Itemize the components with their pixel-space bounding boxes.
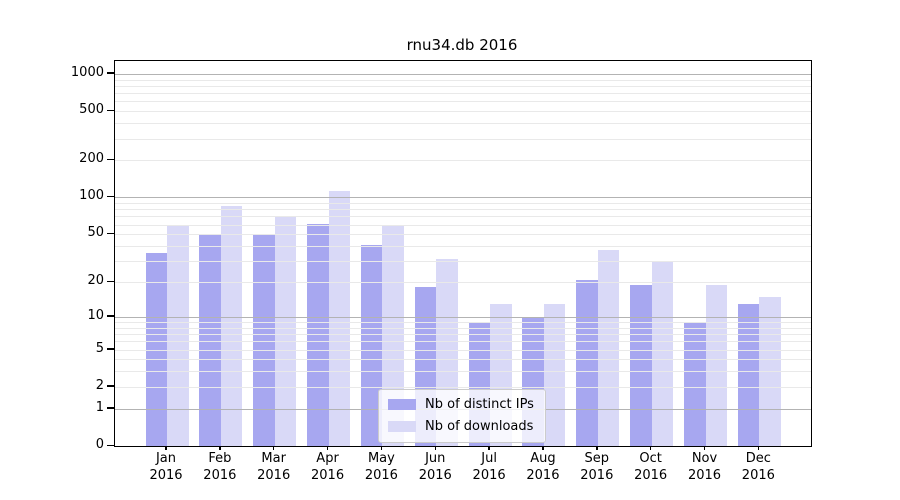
minor-gridline: [115, 371, 811, 373]
bar-downloads-sep: [597, 250, 620, 446]
minor-gridline: [115, 111, 811, 113]
minor-gridline: [115, 101, 811, 103]
bar-downloads-aug: [543, 303, 566, 446]
bar-downloads-oct: [651, 261, 674, 446]
y-tick-label-50: 50: [87, 225, 104, 241]
minor-gridline: [115, 341, 811, 343]
bar-downloads-apr: [328, 190, 351, 446]
minor-gridline: [115, 203, 811, 205]
y-tick-mark: [107, 72, 114, 74]
x-tick-label-jun: Jun 2016: [418, 451, 452, 483]
y-tick-label-0: 0: [95, 437, 104, 452]
plot-area: Nb of distinct IPs Nb of downloads: [114, 60, 812, 447]
y-tick-mark: [107, 348, 114, 350]
x-tick-mark: [434, 445, 436, 450]
y-tick-mark: [107, 195, 114, 198]
legend-label-distinct-ips: Nb of distinct IPs: [425, 397, 534, 412]
x-tick-label-mar: Mar 2016: [257, 451, 291, 483]
y-tick-label-2: 2: [95, 377, 104, 393]
y-tick-label-20: 20: [87, 273, 104, 289]
minor-gridline: [115, 216, 811, 218]
major-gridline: [115, 73, 811, 75]
bar-distinct-ips-nov: [684, 322, 706, 446]
x-tick-mark: [757, 445, 760, 450]
x-tick-label-aug: Aug 2016: [526, 451, 560, 483]
y-tick-label-1: 1: [95, 399, 104, 415]
bar-distinct-ips-oct: [630, 284, 652, 446]
bar-downloads-feb: [220, 206, 243, 446]
y-tick-mark: [107, 109, 114, 112]
minor-gridline: [115, 123, 811, 125]
y-tick-label-10: 10: [87, 307, 104, 323]
minor-gridline: [115, 349, 811, 351]
x-tick-mark: [219, 445, 221, 450]
legend: Nb of distinct IPs Nb of downloads: [378, 389, 546, 443]
legend-entry-distinct-ips: Nb of distinct IPs: [388, 397, 534, 412]
x-tick-mark: [596, 445, 598, 450]
chart-title: rnu34.db 2016: [406, 36, 518, 54]
minor-gridline: [115, 246, 811, 247]
bar-downloads-mar: [274, 215, 297, 446]
major-gridline: [115, 316, 811, 318]
x-tick-label-feb: Feb 2016: [203, 451, 237, 483]
y-tick-label-500: 500: [79, 102, 104, 118]
y-tick-mark: [107, 385, 114, 387]
legend-entry-downloads: Nb of downloads: [388, 419, 534, 434]
x-tick-label-apr: Apr 2016: [311, 451, 345, 483]
bar-distinct-ips-may: [360, 244, 383, 446]
y-tick-label-200: 200: [79, 151, 104, 167]
minor-gridline: [115, 282, 811, 284]
minor-gridline: [115, 322, 811, 323]
legend-swatch-distinct-ips: [388, 399, 416, 410]
minor-gridline: [115, 224, 811, 226]
x-tick-label-oct: Oct 2016: [634, 451, 668, 483]
minor-gridline: [115, 85, 811, 87]
y-tick-mark: [107, 280, 114, 283]
x-tick-label-jan: Jan 2016: [149, 451, 183, 483]
legend-label-downloads: Nb of downloads: [425, 419, 534, 434]
y-tick-mark: [107, 158, 114, 161]
major-gridline: [115, 197, 811, 199]
legend-swatch-downloads: [388, 421, 416, 432]
x-tick-mark: [165, 445, 167, 450]
minor-gridline: [115, 209, 811, 211]
bar-downloads-nov: [705, 284, 727, 446]
minor-gridline: [115, 334, 811, 336]
minor-gridline: [115, 138, 811, 140]
bar-distinct-ips-mar: [253, 234, 275, 446]
minor-gridline: [115, 386, 811, 388]
minor-gridline: [115, 79, 811, 81]
x-tick-mark: [703, 445, 706, 450]
y-tick-label-100: 100: [79, 188, 104, 204]
y-tick-mark: [107, 444, 114, 446]
bar-downloads-dec: [759, 296, 781, 446]
x-tick-mark: [272, 445, 275, 450]
x-tick-label-nov: Nov 2016: [687, 451, 722, 483]
bar-downloads-jan: [167, 224, 189, 446]
x-tick-label-sep: Sep 2016: [580, 451, 614, 483]
y-tick-mark: [107, 315, 114, 317]
y-tick-label-5: 5: [95, 340, 104, 356]
bar-distinct-ips-dec: [737, 303, 760, 446]
minor-gridline: [115, 327, 811, 329]
x-tick-mark: [326, 445, 329, 450]
x-tick-mark: [649, 445, 652, 450]
x-tick-mark: [542, 445, 544, 450]
minor-gridline: [115, 234, 811, 236]
x-tick-mark: [488, 445, 490, 450]
y-tick-mark: [107, 232, 114, 235]
bar-distinct-ips-sep: [576, 279, 598, 446]
y-tick-mark: [107, 407, 114, 409]
bar-distinct-ips-feb: [199, 234, 221, 446]
x-tick-label-dec: Dec 2016: [741, 451, 775, 483]
minor-gridline: [115, 261, 811, 263]
minor-gridline: [115, 93, 811, 95]
x-tick-label-may: May 2016: [364, 451, 398, 483]
y-tick-label-1000: 1000: [70, 64, 104, 80]
x-tick-mark: [380, 445, 383, 450]
minor-gridline: [115, 160, 811, 162]
x-tick-label-jul: Jul 2016: [472, 451, 506, 483]
minor-gridline: [115, 359, 811, 361]
